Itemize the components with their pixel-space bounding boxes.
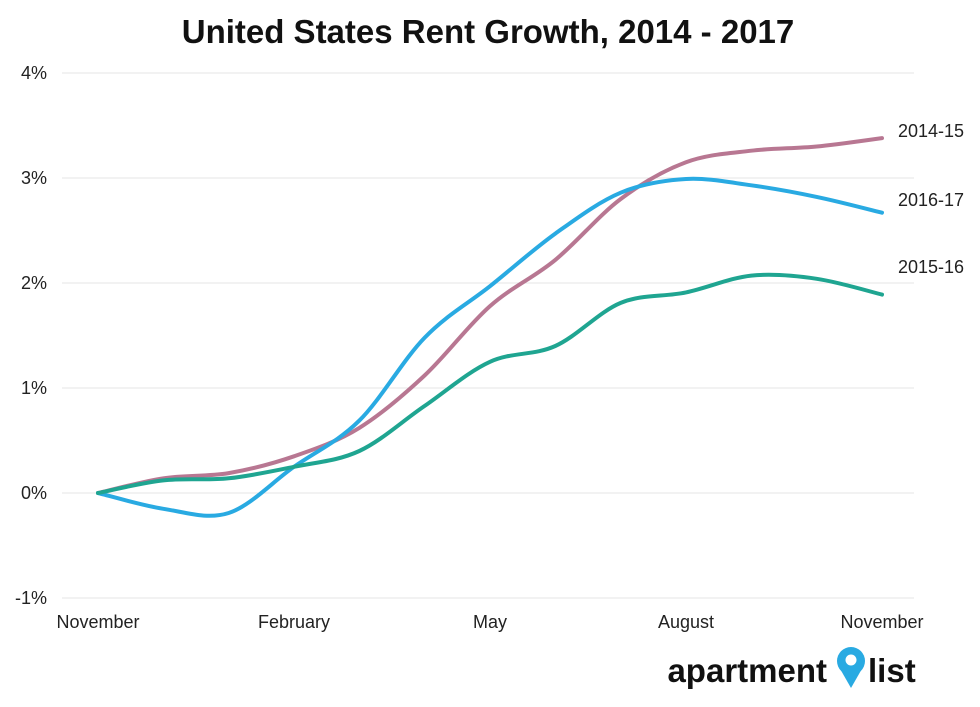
x-tick-label: May bbox=[473, 612, 507, 632]
x-tick-label: November bbox=[56, 612, 139, 632]
brand-logo: apartment list bbox=[667, 647, 916, 689]
x-tick-label: August bbox=[658, 612, 714, 632]
x-axis: November February May August November bbox=[56, 612, 923, 632]
brand-text-list: list bbox=[868, 652, 916, 689]
y-tick-label: 3% bbox=[21, 168, 47, 188]
location-pin-icon bbox=[837, 647, 865, 688]
series-labels: 2014-15 2016-17 2015-16 bbox=[898, 121, 964, 277]
y-tick-label: -1% bbox=[15, 588, 47, 608]
series-line-2016-17 bbox=[96, 176, 884, 518]
y-tick-label: 2% bbox=[21, 273, 47, 293]
grid bbox=[62, 72, 914, 599]
series-label-2014-15: 2014-15 bbox=[898, 121, 964, 141]
series-label-2015-16: 2015-16 bbox=[898, 257, 964, 277]
x-tick-label: February bbox=[258, 612, 330, 632]
series bbox=[96, 136, 884, 518]
y-tick-label: 1% bbox=[21, 378, 47, 398]
y-tick-label: 0% bbox=[21, 483, 47, 503]
series-label-2016-17: 2016-17 bbox=[898, 190, 964, 210]
brand-text-apartment: apartment bbox=[667, 652, 827, 689]
y-axis: 4% 3% 2% 1% 0% -1% bbox=[15, 63, 47, 608]
series-line-2015-16 bbox=[96, 272, 884, 495]
x-tick-label: November bbox=[840, 612, 923, 632]
series-line-2014-15 bbox=[96, 136, 884, 495]
y-tick-label: 4% bbox=[21, 63, 47, 83]
chart-title: United States Rent Growth, 2014 - 2017 bbox=[182, 13, 795, 50]
